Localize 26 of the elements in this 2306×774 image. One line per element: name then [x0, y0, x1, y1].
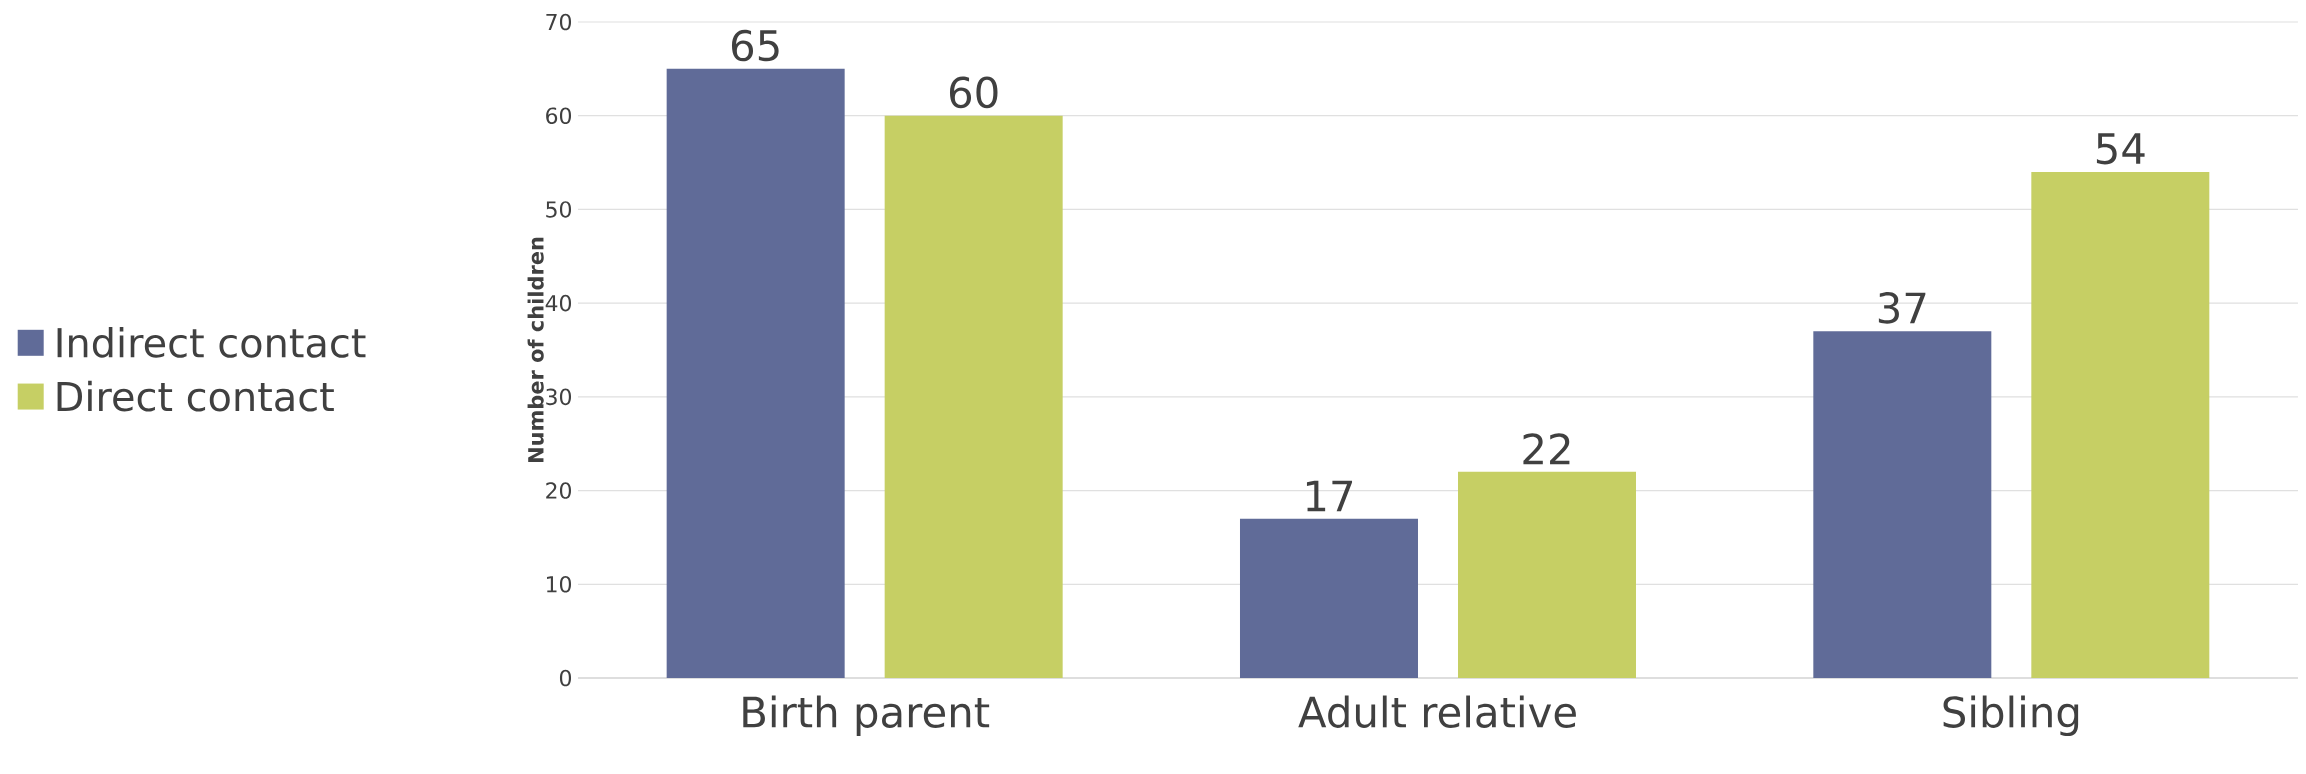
y-tick-label: 30 [546, 388, 572, 406]
y-tick-label: 20 [546, 482, 572, 499]
bar [2031, 171, 2210, 678]
x-tick-label: Adult relative [1298, 695, 1576, 728]
data-label: 22 [1523, 433, 1570, 465]
bar [1813, 331, 1992, 678]
legend-label: Indirect contact [57, 326, 366, 358]
bar [666, 68, 845, 678]
bar [1239, 518, 1418, 678]
y-tick-label: 50 [546, 201, 572, 218]
bar [1457, 471, 1636, 678]
y-axis-title: Number of children [527, 237, 544, 462]
bar [884, 115, 1063, 678]
y-tick-label: 60 [546, 107, 572, 125]
y-tick-label: 40 [545, 294, 572, 312]
data-label: 17 [1306, 480, 1353, 512]
y-tick-label: 0 [559, 669, 572, 687]
x-tick-label: Birth parent [743, 695, 990, 737]
y-tick-label: 70 [546, 13, 572, 31]
data-label: 54 [2096, 133, 2145, 165]
legend-label: Direct contact [57, 380, 334, 412]
data-label: 65 [731, 29, 779, 62]
data-label: 37 [1878, 292, 1926, 324]
y-tick-label: 10 [547, 576, 572, 593]
x-tick-label: Sibling [1943, 695, 2079, 737]
data-label: 60 [949, 76, 998, 109]
